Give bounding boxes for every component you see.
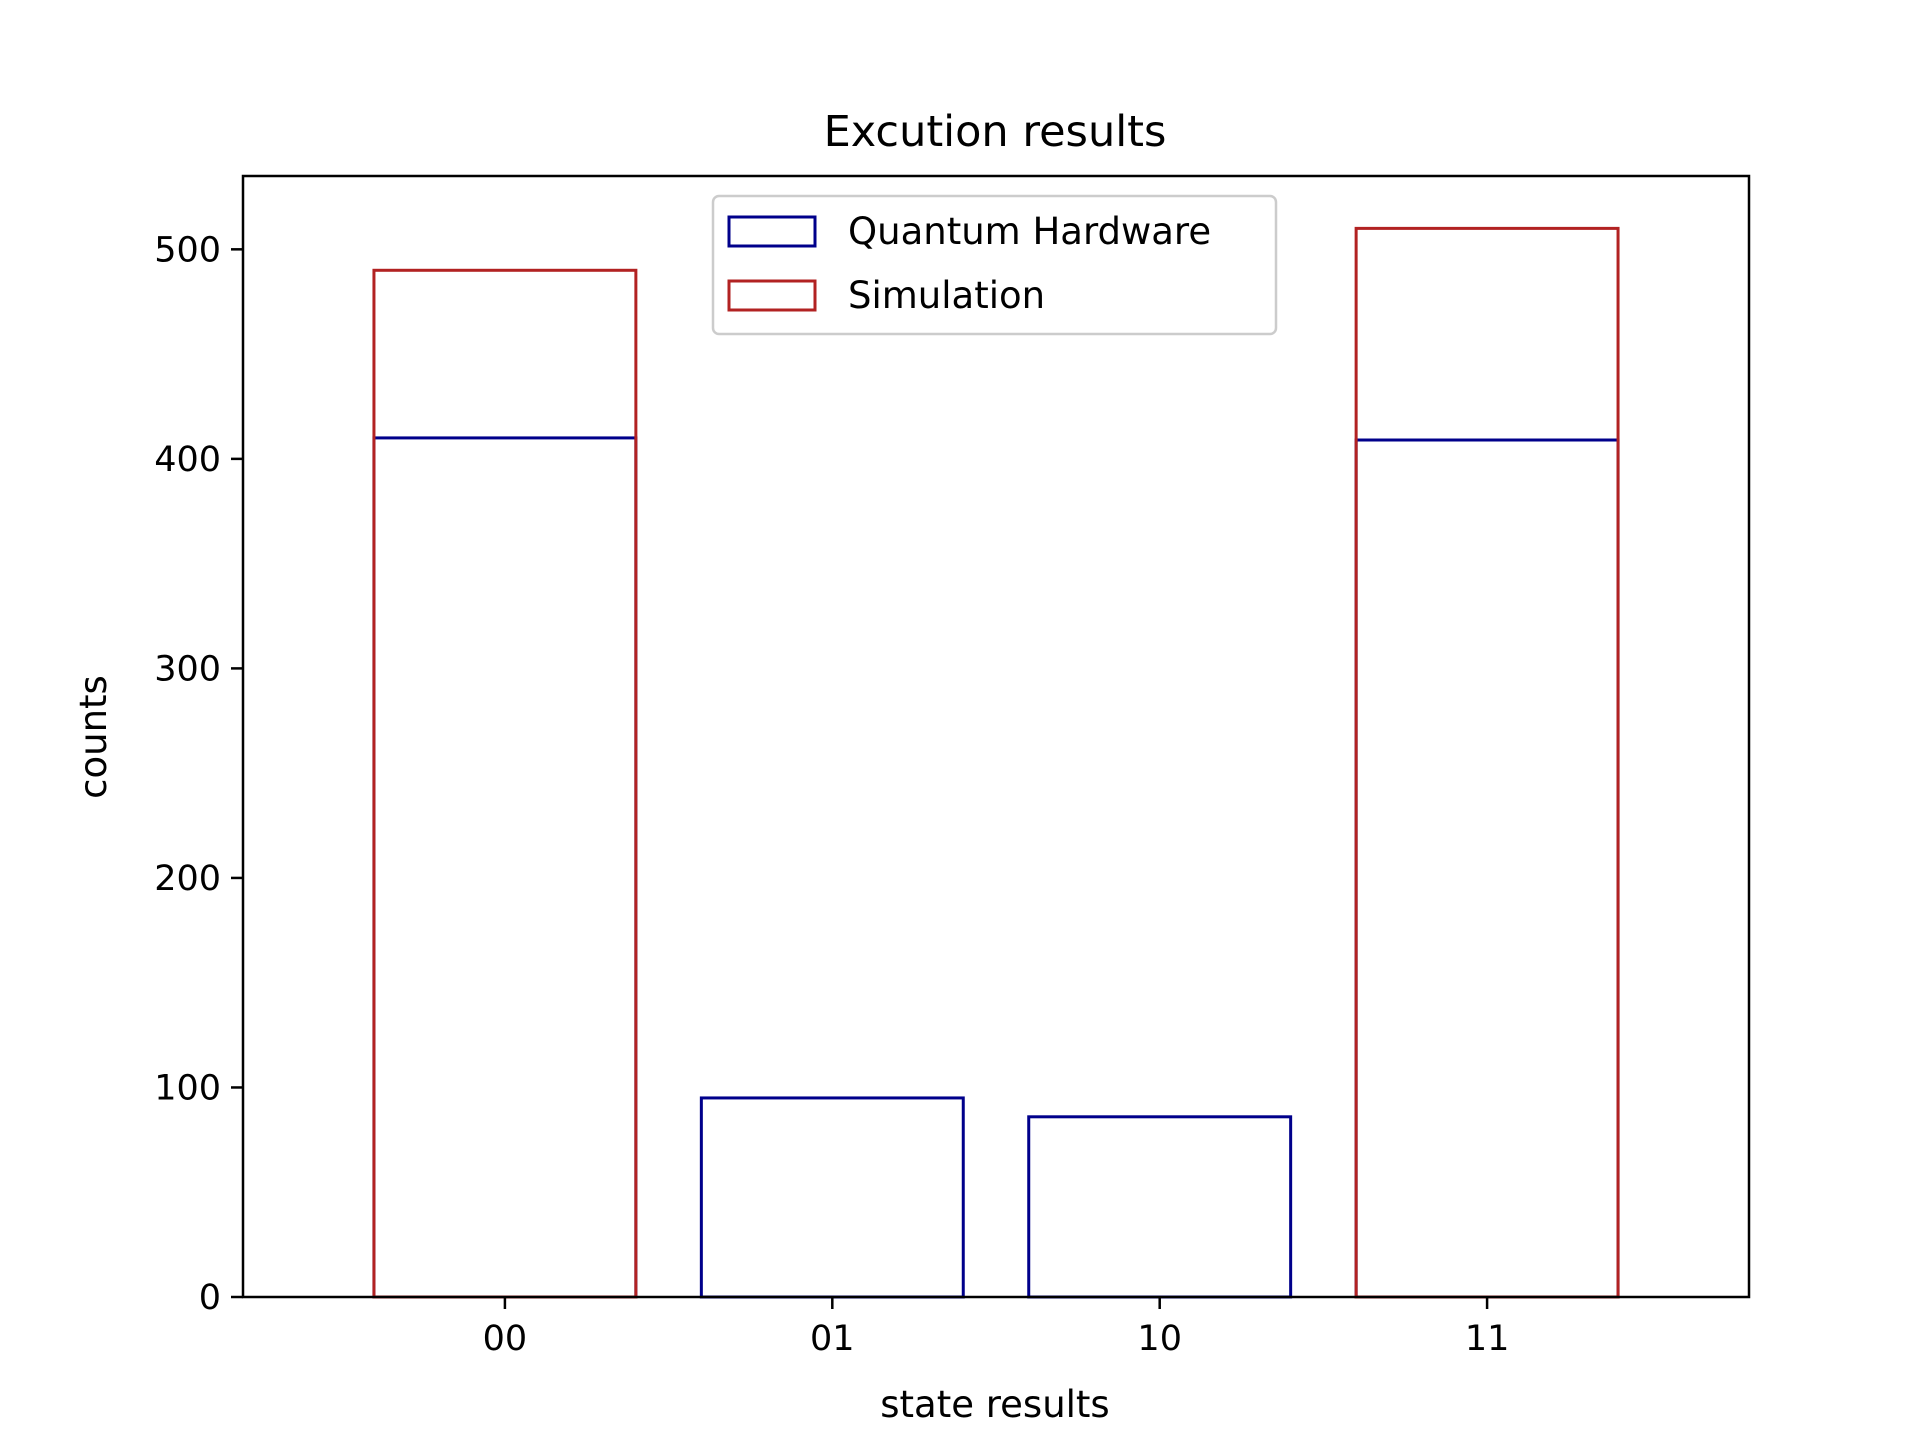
legend-frame bbox=[711, 194, 1278, 336]
y-tick-label: 0 bbox=[199, 1278, 221, 1318]
legend-label-simulation: Simulation bbox=[848, 274, 1045, 317]
y-tick-label: 100 bbox=[154, 1068, 221, 1108]
y-tick-label: 400 bbox=[154, 440, 221, 480]
x-tick-label: 01 bbox=[810, 1319, 855, 1359]
plot-frame bbox=[241, 174, 1751, 1299]
y-tick-label: 300 bbox=[154, 649, 221, 689]
x-axis-label: state results bbox=[880, 1383, 1109, 1426]
y-axis-label: counts bbox=[72, 675, 115, 799]
legend-label-hardware: Quantum Hardware bbox=[848, 210, 1211, 253]
x-tick-label: 11 bbox=[1465, 1319, 1510, 1359]
chart-title: Excution results bbox=[824, 107, 1167, 157]
legend: Quantum Hardware Simulation bbox=[711, 194, 1278, 336]
legend-swatch-hardware bbox=[727, 215, 817, 248]
x-axis: 00 01 10 11 bbox=[483, 1297, 1510, 1359]
x-tick-label: 10 bbox=[1137, 1319, 1182, 1359]
y-axis: 0 100 200 300 400 500 bbox=[154, 230, 243, 1318]
x-tick-label: 00 bbox=[483, 1319, 528, 1359]
y-tick-label: 200 bbox=[154, 859, 221, 899]
y-tick-label: 500 bbox=[154, 230, 221, 270]
legend-swatch-simulation bbox=[727, 279, 817, 312]
